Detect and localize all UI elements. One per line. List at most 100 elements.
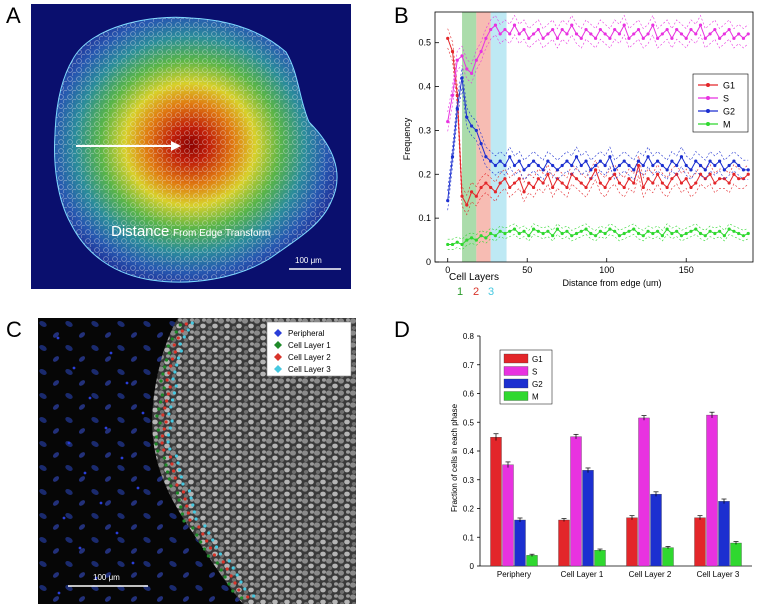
b-point-G2 [460,76,464,80]
layer-marker [176,356,181,360]
b-point-G2 [541,168,545,172]
layer-marker [165,378,169,382]
b-point-S [679,32,684,36]
layer-marker [154,435,159,439]
layer-marker [184,322,188,326]
b-ci-upper-G1 [447,28,749,197]
layer-marker [156,449,160,453]
b-legend-label-S: S [723,94,729,104]
b-point-G2 [522,168,526,172]
b-point-S [732,36,736,40]
layer-marker [231,566,235,570]
b-point-M [708,229,712,233]
b-point-S [565,32,569,36]
d-category-label: Cell Layer 2 [629,570,672,579]
b-point-M [517,231,521,236]
layer-marker [166,470,170,474]
b-point-G2 [679,155,684,159]
layer-marker [227,582,231,586]
b-point-G2 [555,168,560,172]
b-point-M [589,231,593,236]
layer-marker [163,406,167,410]
d-bar-M [730,542,742,567]
b-point-S [584,27,588,32]
layer-marker [207,531,211,535]
b-legend-label-G1: G1 [723,81,735,91]
panel-c-microscopy: Peripheral Cell Layer 1 Cell Layer 2 Cel… [38,318,356,604]
layer-marker [182,519,186,523]
b-point-G2 [546,159,550,163]
layer-marker [227,559,231,563]
layer-marker [166,440,170,444]
b-point-M [603,231,607,236]
b-point-S [512,23,517,27]
peripheral-marker [104,426,108,430]
b-point-S [598,27,602,32]
b-point-M [584,227,588,231]
b-point-S [517,32,521,36]
b-point-M [536,229,540,233]
b-point-G2 [622,159,626,163]
b-point-G2 [603,163,607,168]
b-point-M [493,234,498,238]
b-point-G1 [732,172,736,176]
layer-marker [172,391,176,395]
b-point-M [565,229,569,233]
b-point-M [703,234,707,238]
b-point-S [703,36,707,40]
peripheral-marker [83,471,87,475]
peripheral-marker [78,546,82,550]
b-point-G2 [517,159,521,163]
cell-layer-number-2: 2 [473,286,479,298]
b-point-S [698,23,703,27]
layer-marker [174,454,178,458]
d-bar-M [594,550,606,567]
b-point-G1 [579,181,583,185]
layer-marker [175,491,180,495]
layer-marker [176,461,180,465]
layer-marker [185,504,189,508]
layer-marker [205,539,209,543]
b-ytick-label: 0.2 [418,169,431,179]
b-point-G2 [727,163,731,168]
b-point-S [555,36,560,40]
b-point-G2 [636,159,641,163]
b-point-M [613,229,617,233]
b-point-G2 [713,163,717,168]
b-point-G1 [656,172,660,176]
layer-marker [173,370,177,374]
d-bar-G2 [582,470,594,567]
layer-marker [165,399,169,403]
b-point-G2 [718,159,722,163]
b-point-S [608,36,612,40]
layer-marker [212,553,216,557]
peripheral-marker [115,531,119,535]
b-point-G2 [589,168,593,172]
b-point-G1 [675,172,679,176]
b-point-M [531,227,536,231]
layer-marker [202,547,207,551]
b-point-G1 [684,177,688,181]
b-series-line-G2 [447,77,749,201]
layer-marker [167,477,171,481]
b-point-G2 [527,163,531,168]
b-point-M [455,240,459,244]
layer-marker [166,392,170,396]
b-point-M [522,229,526,233]
peripheral-marker [99,501,103,505]
b-point-G1 [617,181,622,185]
b-series-line-M [447,228,749,246]
b-point-S [665,27,669,32]
b-point-G2 [651,163,655,168]
b-point-S [718,36,722,40]
b-point-M [646,229,650,233]
b-point-G1 [737,177,741,181]
layer-marker [175,483,179,487]
b-ytick-label: 0.4 [418,82,431,92]
b-point-G2 [469,124,474,128]
peripheral-marker [56,336,60,340]
b-point-G1 [446,36,450,40]
layer-marker [233,581,237,585]
layer-marker [231,589,235,593]
b-point-S [450,93,455,97]
